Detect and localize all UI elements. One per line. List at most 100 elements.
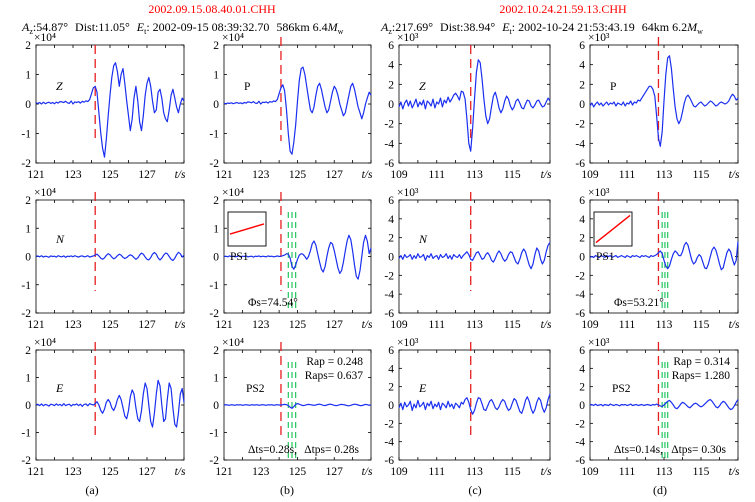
- panel-a3-y-tick-label: 0: [25, 400, 31, 412]
- panel-a2-y-tick-label: -1: [21, 280, 31, 292]
- panel-c3-y-tick-label: 4: [388, 363, 394, 375]
- panel-a1-component-label: Z: [56, 79, 63, 93]
- panel-b1-exponent: ×10⁴: [222, 32, 244, 44]
- panel-a3-waveform: [35, 379, 185, 428]
- panel-c1-y-tick-label: 2: [388, 79, 394, 91]
- panel-c2-y-tick-label: 2: [388, 233, 394, 245]
- panel-a2-x-tick-label: 123: [64, 319, 82, 331]
- panel-b2-waveform: [223, 234, 372, 280]
- panel-c1-x-tick-label: 113: [466, 169, 483, 181]
- panel-b1-time-unit: t/s: [362, 169, 373, 181]
- panel-b3-annotation: Δtps= 0.28s: [304, 444, 359, 456]
- panel-d2-exponent: ×10³: [588, 187, 610, 199]
- panel-d1-y-tick-label: 0: [579, 99, 585, 111]
- panel-a1-x-tick-label: 127: [138, 169, 156, 181]
- panel-a2-x-tick-label: 125: [101, 319, 119, 331]
- panel-d1-y-tick-label: 2: [579, 79, 585, 91]
- panel-b2-exponent: ×10⁴: [222, 187, 244, 199]
- panel-a1-y-tick-label: -2: [21, 158, 31, 170]
- panel-d1-x-tick-label: 115: [693, 169, 710, 181]
- panel-b3-x-tick-label: 123: [252, 466, 270, 478]
- panel-d2-annotation: Φs=53.21°: [614, 297, 664, 309]
- panel-b2-annotation: Φs=74.54°: [248, 297, 298, 309]
- panel-d2-y-tick-label: -2: [575, 270, 585, 282]
- panel-c2-waveform: [398, 242, 551, 270]
- panel-c3-x-tick-label: 111: [429, 466, 446, 478]
- panel-b3-y-tick-label: 2: [213, 345, 219, 357]
- panel-a2-y-tick-label: 2: [25, 195, 31, 207]
- panel-a1-x-tick-label: 125: [101, 169, 119, 181]
- panel-d3-y-tick-label: -6: [575, 455, 585, 467]
- panel-b3-component-label: PS2: [246, 383, 265, 395]
- title-right: 2002.10.24.21.59.13.CHH: [499, 2, 627, 16]
- panel-d3-component-label: PS2: [612, 383, 631, 395]
- panel-d3-y-tick-label: -2: [575, 418, 585, 430]
- panel-b3-y-tick-label: 1: [213, 373, 219, 385]
- panel-d1-x-tick-label: 109: [581, 169, 599, 181]
- panel-c3-component-label: E: [418, 381, 427, 395]
- panel-b2-y-tick-label: 1: [213, 223, 219, 235]
- panel-c3-y-tick-label: -4: [384, 437, 394, 449]
- panel-b3-y-tick-label: 0: [213, 400, 219, 412]
- panel-b2-y-tick-label: -2: [209, 308, 219, 320]
- panel-b3-y-tick-label: -2: [209, 455, 219, 467]
- panel-b2-y-tick-label: 0: [213, 252, 219, 264]
- panel-c1-x-tick-label: 111: [429, 169, 446, 181]
- panel-d3-exponent: ×10³: [588, 337, 610, 349]
- panel-a2-waveform: [35, 251, 185, 262]
- panel-d3-annotation: Raps= 1.280: [672, 370, 730, 382]
- panel-c1-x-tick-label: 109: [390, 169, 408, 181]
- panel-a1-x-tick-label: 123: [64, 169, 82, 181]
- panel-c1-y-tick-label: 6: [388, 40, 394, 52]
- panel-label-c: (c): [468, 483, 481, 497]
- panel-d2-y-tick-label: -4: [575, 289, 585, 301]
- panel-b1-y-tick-label: 1: [213, 70, 219, 82]
- panel-b3-waveform: [223, 403, 372, 409]
- panel-c1-exponent: ×10³: [397, 32, 419, 44]
- panel-b2-time-unit: t/s: [362, 319, 373, 331]
- panel-c3-time-unit: t/s: [541, 466, 552, 478]
- panel-d3-y-tick-label: 0: [579, 400, 585, 412]
- panel-c3-y-tick-label: 6: [388, 345, 394, 357]
- panel-d1-waveform: [589, 55, 739, 147]
- panel-c2-x-tick-label: 113: [466, 319, 483, 331]
- panel-d3-annotation: Δtps= 0.30s: [671, 444, 726, 456]
- panel-c2-y-tick-label: -6: [384, 308, 394, 320]
- panel-d3-x-tick-label: 113: [656, 466, 673, 478]
- panel-d1-y-tick-label: -6: [575, 158, 585, 170]
- panel-b3-time-unit: t/s: [362, 466, 373, 478]
- panel-a2-y-tick-label: 1: [25, 223, 31, 235]
- panel-c1-x-tick-label: 115: [504, 169, 521, 181]
- panel-c3-y-tick-label: 0: [388, 400, 394, 412]
- panel-b3-annotation: Rap = 0.248: [306, 356, 363, 368]
- panel-b2-y-tick-label: -1: [209, 280, 219, 292]
- panel-label-a: (a): [85, 483, 98, 497]
- panel-c2-x-tick-label: 111: [429, 319, 446, 331]
- panel-d3-y-tick-label: -4: [575, 437, 585, 449]
- panel-b1-y-tick-label: -1: [209, 129, 219, 141]
- panel-b2-x-tick-label: 123: [252, 319, 270, 331]
- panel-d3-x-tick-label: 111: [619, 466, 636, 478]
- panel-b1-x-tick-label: 121: [215, 169, 233, 181]
- panel-d3-y-tick-label: 6: [579, 345, 585, 357]
- panel-a3-y-tick-label: -2: [21, 455, 31, 467]
- panel-c3-x-tick-label: 109: [390, 466, 408, 478]
- panel-b2-inset-line: [229, 223, 265, 235]
- panel-d2-time-unit: t/s: [729, 319, 740, 331]
- panel-d1-x-tick-label: 111: [619, 169, 636, 181]
- panel-a3-component-label: E: [55, 381, 64, 395]
- panel-d1-time-unit: t/s: [729, 169, 740, 181]
- panel-a2-x-tick-label: 127: [138, 319, 156, 331]
- panel-b1-y-tick-label: 2: [213, 40, 219, 52]
- panel-a1-y-tick-label: 0: [25, 99, 31, 111]
- panel-a2-y-tick-label: 0: [25, 252, 31, 264]
- panel-d2-y-tick-label: 4: [579, 214, 585, 226]
